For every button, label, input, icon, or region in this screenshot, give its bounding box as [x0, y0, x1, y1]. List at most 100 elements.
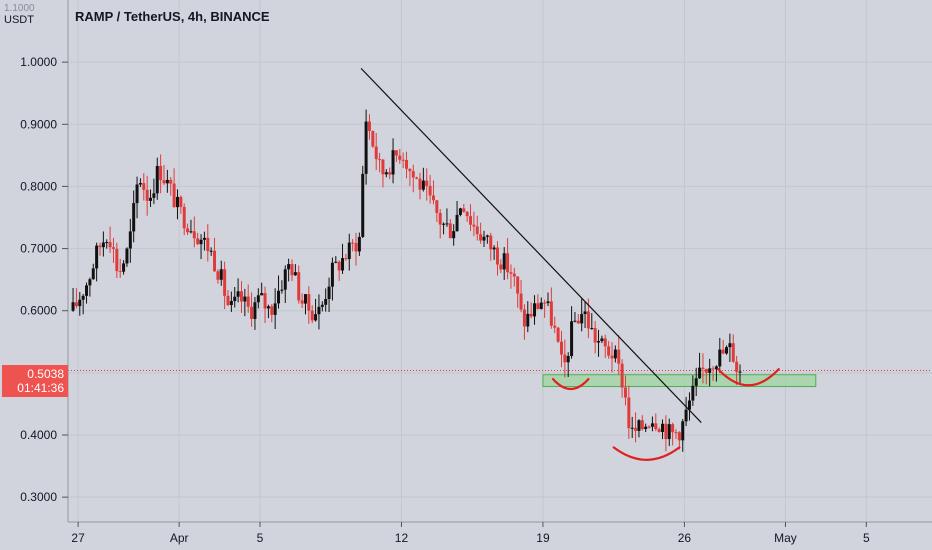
candle-down — [351, 242, 355, 244]
candle-up — [391, 150, 395, 175]
x-tick-label: 5 — [257, 531, 264, 545]
candle-up — [573, 320, 577, 322]
candle-up — [189, 231, 193, 233]
candle-up — [273, 303, 277, 315]
candle-down — [381, 159, 385, 175]
candle-down — [172, 183, 176, 208]
candle-down — [213, 250, 217, 272]
candle-down — [610, 355, 614, 359]
grid — [68, 0, 932, 522]
candle-up — [361, 173, 365, 237]
candle-down — [465, 211, 469, 217]
support-zone-rect[interactable] — [542, 374, 817, 388]
candle-down — [246, 296, 250, 307]
candle-down — [418, 178, 422, 190]
y-tick-label: 1.0000 — [20, 55, 57, 69]
candle-up — [317, 306, 321, 315]
candle-down — [98, 245, 102, 248]
candle-down — [186, 228, 190, 233]
candle-down — [559, 341, 563, 355]
candle-down — [405, 159, 409, 169]
candle-down — [142, 183, 146, 190]
candle-down — [462, 208, 466, 212]
candle-down — [297, 272, 301, 301]
candle-down — [192, 231, 196, 239]
x-tick-label: May — [774, 531, 797, 545]
candle-down — [495, 247, 499, 265]
y-tick-label: 0.7000 — [20, 242, 57, 256]
trendline-line[interactable] — [360, 67, 702, 423]
candle-down — [509, 272, 513, 274]
candle-up — [492, 247, 496, 250]
annotation-arc[interactable] — [612, 446, 681, 461]
candle-up — [482, 236, 486, 241]
candle-down — [179, 196, 183, 207]
candle-up — [681, 421, 685, 441]
candle-up — [533, 303, 537, 317]
candle-up — [132, 203, 136, 232]
candle-up — [95, 245, 99, 269]
candle-up — [260, 293, 264, 296]
candle-down — [74, 302, 78, 307]
candle-down — [721, 349, 725, 354]
candle-down — [438, 212, 442, 225]
candle-down — [549, 301, 553, 326]
candle-down — [529, 313, 533, 317]
candle-down — [270, 306, 274, 315]
candle-up — [597, 341, 601, 343]
candle-down — [563, 354, 567, 363]
time-axis[interactable]: 27 Apr 5 12 19 26 May 5 — [68, 521, 932, 545]
candle-down — [411, 171, 415, 178]
candle-up — [219, 269, 223, 280]
candle-down — [367, 121, 371, 131]
annotations[interactable] — [551, 368, 780, 461]
candle-down — [731, 343, 735, 362]
candle-down — [489, 235, 493, 250]
candle-down — [223, 269, 227, 296]
candle-down — [479, 234, 483, 241]
candle-down — [472, 224, 476, 227]
candle-down — [310, 310, 314, 321]
candle-down — [657, 429, 661, 432]
candle-down — [556, 327, 560, 342]
candle-down — [226, 295, 230, 305]
candle-up — [347, 242, 351, 260]
support-zone[interactable] — [542, 374, 817, 388]
candle-down — [499, 264, 503, 270]
candle-down — [677, 432, 681, 441]
candle-down — [182, 206, 186, 229]
candle-up — [283, 269, 287, 290]
candle-up — [334, 261, 338, 263]
candle-down — [398, 155, 402, 160]
price-axis[interactable]: 0.30000.40000.50000.60000.70000.80000.90… — [0, 0, 69, 550]
y-tick-label: 0.3000 — [20, 490, 57, 504]
candle-up — [81, 295, 85, 300]
candle-up — [165, 179, 169, 184]
candle-down — [374, 146, 378, 160]
candle-down — [388, 172, 392, 175]
candle-down — [701, 367, 705, 369]
x-tick-label: Apr — [170, 531, 189, 545]
candle-up — [526, 313, 530, 327]
candle-up — [650, 423, 654, 427]
candle-down — [519, 293, 523, 310]
candle-up — [280, 289, 284, 291]
candle-up — [229, 301, 233, 305]
candle-down — [344, 258, 348, 260]
annotation-arc[interactable] — [551, 377, 590, 391]
candle-up — [590, 328, 594, 330]
candle-up — [687, 400, 691, 410]
candle-up — [566, 355, 570, 363]
unit-label: USDT — [4, 14, 34, 26]
candle-down — [664, 423, 668, 440]
candle-up — [287, 264, 291, 270]
annotation-arc[interactable] — [717, 368, 780, 387]
candle-down — [593, 328, 597, 343]
candle-down — [704, 368, 708, 373]
candle-up — [637, 420, 641, 431]
trendline[interactable] — [360, 67, 702, 423]
candle-up — [175, 196, 179, 208]
candle-down — [415, 177, 419, 179]
